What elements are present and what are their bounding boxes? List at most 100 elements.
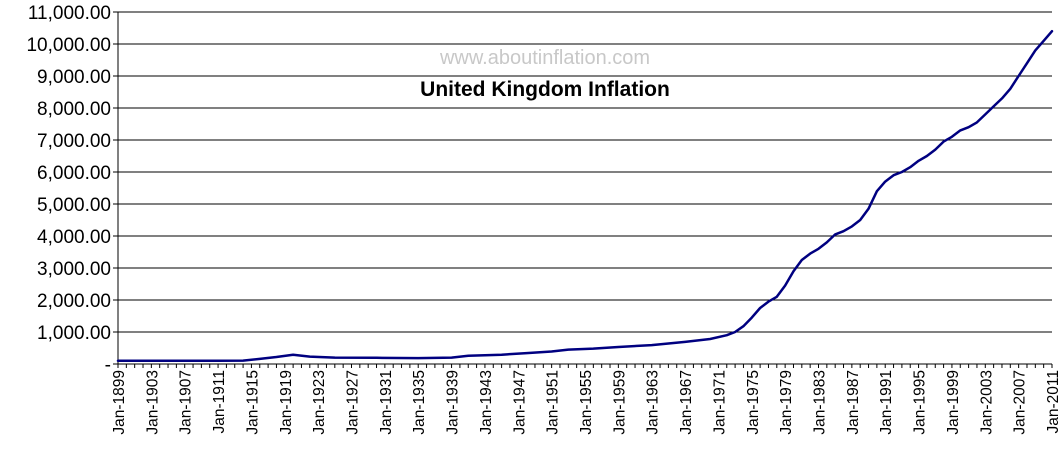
data-point (734, 331, 736, 333)
data-point (876, 190, 878, 192)
x-tick-label: Jan-1963 (645, 370, 662, 435)
x-tick-label: Jan-1935 (411, 370, 428, 435)
y-tick-label: 9,000.00 (37, 67, 111, 88)
watermark: www.aboutinflation.com (439, 47, 650, 69)
data-point (550, 350, 553, 353)
x-tick-label: Jan-1959 (611, 370, 628, 435)
x-tick-label: Jan-1955 (578, 370, 595, 435)
data-point (901, 171, 903, 173)
y-tick-label: - (105, 355, 111, 376)
data-point (817, 248, 820, 250)
x-tick-label: Jan-1979 (778, 370, 795, 435)
data-point (309, 355, 311, 358)
data-point (1042, 40, 1045, 42)
data-point (1001, 97, 1003, 100)
data-point (909, 166, 911, 168)
data-point (375, 357, 378, 359)
data-point (784, 284, 786, 287)
data-point (684, 341, 686, 343)
data-point (859, 219, 861, 221)
x-tick-label: Jan-1919 (278, 370, 295, 435)
y-tick-label: 11,000.00 (28, 3, 111, 24)
x-tick-label: Jan-1967 (678, 370, 695, 435)
data-point (242, 359, 244, 362)
data-point (926, 155, 928, 157)
x-tick-label: Jan-1931 (378, 370, 395, 435)
x-tick-label: Jan-1971 (711, 370, 728, 435)
axes (113, 11, 1053, 368)
data-point (884, 180, 886, 183)
data-point (967, 126, 970, 128)
gridlines (118, 11, 1052, 333)
x-tick-label: Jan-1899 (111, 370, 128, 435)
y-tick-label: 2,000.00 (37, 291, 111, 312)
x-tick-label: Jan-1983 (812, 370, 829, 435)
data-point (1051, 30, 1053, 32)
data-point (334, 356, 336, 359)
x-tick-label: Jan-2011 (1045, 370, 1058, 433)
y-tick-label: 8,000.00 (37, 99, 111, 120)
data-point (776, 296, 778, 298)
data-point (726, 334, 728, 337)
data-point (650, 344, 653, 346)
data-point (450, 356, 453, 359)
y-tick-label: 6,000.00 (37, 163, 111, 184)
data-point (851, 225, 853, 228)
x-tick-label: Jan-1939 (445, 370, 462, 435)
y-tick-label: 1,000.00 (37, 323, 111, 344)
data-point (834, 233, 836, 236)
data-point (959, 129, 962, 132)
data-point (709, 338, 711, 340)
data-point (792, 270, 795, 273)
data-point (942, 140, 945, 143)
data-point (892, 174, 895, 176)
data-point (592, 347, 595, 350)
x-tick-label: Jan-2007 (1012, 370, 1029, 435)
y-axis-tick-labels: - 1,000.00 2,000.00 3,000.00 4,000.00 5,000.0… (26, 3, 111, 376)
x-tick-label: Jan-1907 (178, 370, 195, 435)
chart-title: United Kingdom Inflation (420, 78, 670, 101)
data-point (1026, 62, 1028, 64)
x-tick-label: Jan-1951 (545, 370, 562, 435)
data-point (259, 358, 261, 360)
data-point (117, 360, 119, 362)
x-tick-label: Jan-1943 (478, 370, 495, 435)
y-tick-label: 7,000.00 (37, 131, 111, 152)
x-tick-label: Jan-1923 (311, 370, 328, 435)
data-point (767, 300, 770, 303)
data-point (1009, 88, 1012, 90)
data-point (742, 325, 745, 328)
x-tick-label: Jan-1975 (745, 370, 762, 435)
data-point (567, 348, 570, 351)
data-point (934, 148, 937, 151)
data-point (1034, 49, 1037, 52)
data-point (467, 354, 470, 357)
data-point (801, 259, 803, 261)
data-point (951, 136, 953, 138)
data-point (751, 316, 753, 319)
x-tick-label: Jan-2003 (978, 370, 995, 435)
x-tick-label: Jan-1987 (845, 370, 862, 435)
y-tick-label: 10,000.00 (26, 35, 111, 56)
data-point (417, 357, 420, 359)
data-point (1017, 75, 1020, 77)
data-point (992, 105, 995, 108)
data-point (809, 252, 811, 255)
x-tick-label: Jan-1915 (244, 370, 261, 435)
series-group (116, 29, 1054, 363)
data-point (275, 356, 278, 358)
data-point (842, 230, 845, 232)
data-point (984, 113, 987, 116)
y-tick-label: 3,000.00 (37, 259, 111, 280)
data-point (217, 360, 219, 362)
data-point (525, 352, 528, 354)
x-tick-label: Jan-1947 (511, 370, 528, 435)
y-tick-label: 5,000.00 (37, 195, 111, 216)
x-tick-label: Jan-1995 (912, 370, 929, 435)
data-point (292, 353, 294, 356)
x-tick-label: Jan-1927 (345, 370, 362, 435)
data-point (917, 160, 920, 162)
x-tick-label: Jan-1991 (878, 370, 895, 435)
